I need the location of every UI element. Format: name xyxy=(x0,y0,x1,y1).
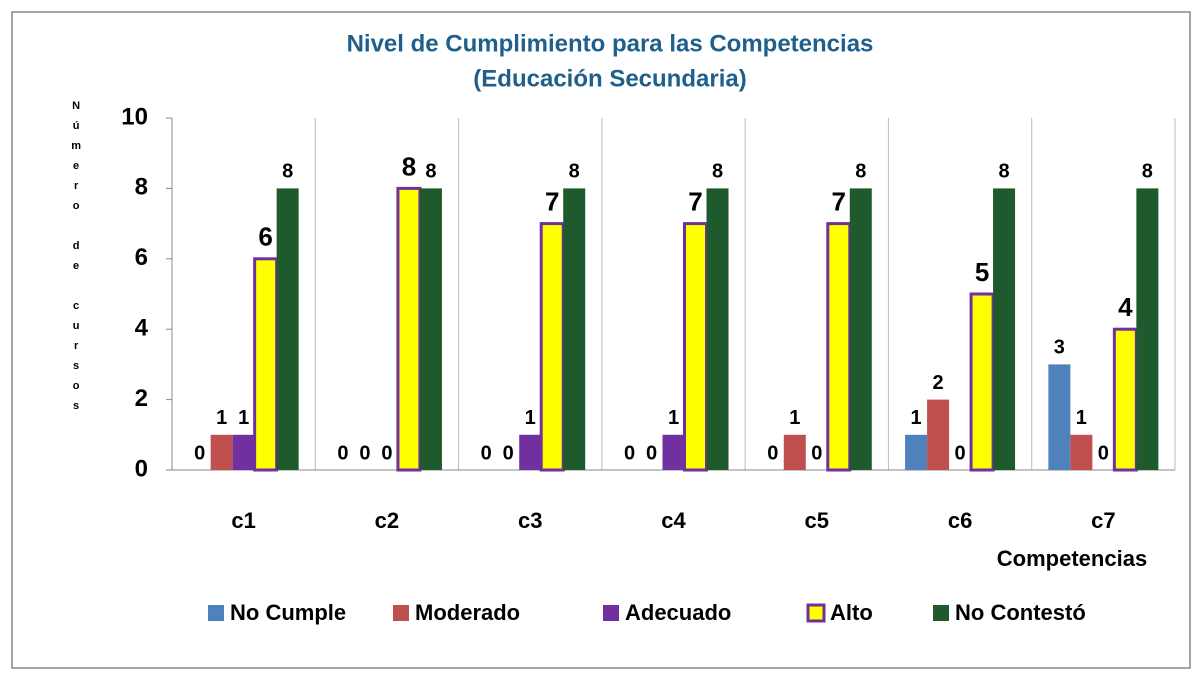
data-label: 1 xyxy=(525,407,536,429)
x-axis-label: Competencias xyxy=(997,546,1147,571)
x-tick-label: c4 xyxy=(661,508,686,533)
x-tick-label: c3 xyxy=(518,508,542,533)
data-label: 8 xyxy=(425,161,436,183)
x-tick-label: c2 xyxy=(375,508,399,533)
data-label: 1 xyxy=(1076,407,1087,429)
data-label: 0 xyxy=(337,442,348,464)
data-label: 8 xyxy=(1142,161,1153,183)
bar xyxy=(1112,327,1138,472)
legend-label: Adecuado xyxy=(625,600,731,625)
bar xyxy=(927,399,950,470)
data-label: 1 xyxy=(238,407,249,429)
chart-subtitle: (Educación Secundaria) xyxy=(473,65,746,92)
data-label: 0 xyxy=(767,442,778,464)
legend-swatch xyxy=(208,605,224,621)
y-tick-label: 6 xyxy=(135,244,148,271)
data-label: 0 xyxy=(955,442,966,464)
legend-label: Alto xyxy=(830,600,873,625)
chart-title: Nivel de Cumplimiento para las Competenc… xyxy=(347,30,874,57)
bar xyxy=(783,434,806,470)
data-label: 1 xyxy=(668,407,679,429)
data-label: 8 xyxy=(712,161,723,183)
bar xyxy=(396,186,422,472)
bar xyxy=(1070,434,1093,470)
bar xyxy=(276,188,299,470)
y-tick-label: 4 xyxy=(135,315,149,342)
legend-swatch xyxy=(806,603,826,623)
legend-label: Moderado xyxy=(415,600,520,625)
x-tick-label: c1 xyxy=(231,508,255,533)
bar xyxy=(826,222,852,472)
bar xyxy=(969,292,995,472)
y-tick-label: 8 xyxy=(135,174,148,201)
bar xyxy=(210,434,233,470)
y-axis-label: Número de cursos xyxy=(70,100,82,420)
legend-label: No Cumple xyxy=(230,600,346,625)
data-label: 1 xyxy=(911,407,922,429)
x-tick-label: c6 xyxy=(948,508,972,533)
bar xyxy=(993,188,1016,470)
data-label: 6 xyxy=(258,222,272,252)
data-label: 0 xyxy=(646,442,657,464)
data-label: 0 xyxy=(381,442,392,464)
data-label: 2 xyxy=(933,372,944,394)
data-label: 1 xyxy=(216,407,227,429)
data-label: 0 xyxy=(503,442,514,464)
data-label: 0 xyxy=(481,442,492,464)
bar xyxy=(519,434,542,470)
x-tick-label: c5 xyxy=(805,508,829,533)
bar xyxy=(253,257,279,472)
bar xyxy=(563,188,586,470)
data-label: 8 xyxy=(569,161,580,183)
data-label: 3 xyxy=(1054,337,1065,359)
data-label: 7 xyxy=(545,186,559,216)
data-label: 7 xyxy=(688,186,702,216)
y-tick-label: 2 xyxy=(135,385,148,412)
bar xyxy=(683,222,708,472)
bar xyxy=(662,434,685,470)
data-label: 8 xyxy=(855,161,866,183)
data-label: 0 xyxy=(624,442,635,464)
bar xyxy=(1048,364,1071,470)
y-tick-label: 0 xyxy=(135,455,148,482)
bar xyxy=(539,222,565,472)
data-label: 8 xyxy=(282,161,293,183)
bar xyxy=(232,434,255,470)
bar xyxy=(905,434,928,470)
legend-swatch xyxy=(933,605,949,621)
legend-label: No Contestó xyxy=(955,600,1086,625)
bar xyxy=(706,188,729,470)
data-label: 7 xyxy=(832,186,846,216)
bar xyxy=(419,188,442,470)
data-label: 8 xyxy=(402,151,416,181)
x-tick-label: c7 xyxy=(1091,508,1115,533)
legend-swatch xyxy=(603,605,619,621)
data-label: 1 xyxy=(789,407,800,429)
legend-swatch xyxy=(393,605,409,621)
bar xyxy=(1136,188,1159,470)
data-label: 5 xyxy=(975,257,989,287)
data-label: 0 xyxy=(359,442,370,464)
y-tick-label: 10 xyxy=(121,103,148,130)
data-label: 0 xyxy=(811,442,822,464)
bar xyxy=(849,188,872,470)
data-label: 0 xyxy=(194,442,205,464)
data-label: 4 xyxy=(1118,292,1133,322)
data-label: 8 xyxy=(999,161,1010,183)
data-label: 0 xyxy=(1098,442,1109,464)
